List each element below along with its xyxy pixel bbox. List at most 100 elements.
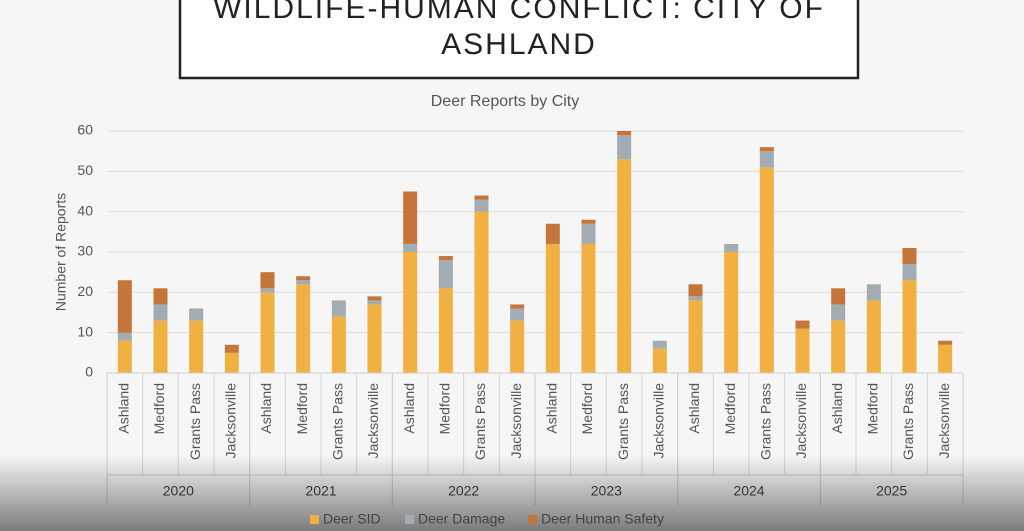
- bar-segment: [260, 288, 275, 293]
- bar-segment: [902, 247, 917, 265]
- bar-segment: [367, 296, 382, 301]
- legend-swatch: [405, 515, 414, 524]
- x-tick-label: Jacksonville: [936, 383, 952, 459]
- bar-segment: [795, 328, 810, 373]
- bar-segment: [403, 252, 418, 373]
- y-tick-label: 50: [77, 162, 93, 178]
- x-tick-label: Ashland: [686, 383, 702, 434]
- bar-segment: [438, 256, 453, 261]
- x-tick-label: Ashland: [544, 383, 560, 434]
- bar-segment: [474, 211, 489, 373]
- bar-segment: [117, 280, 132, 333]
- bar-segment: [510, 304, 525, 309]
- bar-segment: [581, 219, 596, 224]
- slide-title: WILDLIFE-HUMAN CONFLICT: CITY OF: [213, 0, 825, 25]
- bar-segment: [117, 332, 132, 341]
- bar-segment: [866, 300, 881, 373]
- x-tick-label: Jacksonville: [223, 383, 239, 459]
- x-tick-label: Ashland: [829, 383, 845, 434]
- bar-segment: [724, 243, 739, 252]
- x-tick-label: Medford: [151, 383, 167, 434]
- bar-segment: [902, 280, 917, 373]
- bar-segment: [224, 344, 239, 353]
- bar-segment: [688, 284, 703, 297]
- x-tick-label: Medford: [722, 383, 738, 434]
- x-tick-label: Ashland: [116, 383, 132, 434]
- bar-segment: [296, 276, 311, 281]
- x-tick-label: Grants Pass: [472, 383, 488, 460]
- x-tick-label: Jacksonville: [365, 383, 381, 459]
- y-tick-label: 10: [77, 323, 93, 339]
- bar-segment: [581, 243, 596, 373]
- bar-segment: [617, 135, 632, 160]
- x-tick-label: Grants Pass: [187, 383, 203, 460]
- legend-swatch: [528, 515, 537, 524]
- bar-segment: [474, 195, 489, 200]
- video-overlay: [0, 455, 1024, 531]
- x-tick-label: Medford: [865, 383, 881, 434]
- bar-segment: [938, 340, 953, 345]
- bar-segment: [296, 280, 311, 285]
- bar-segment: [652, 348, 667, 373]
- x-tick-label: Jacksonville: [508, 383, 524, 459]
- bar-segment: [296, 284, 311, 373]
- bar-segment: [438, 288, 453, 373]
- bar-segment: [617, 131, 632, 136]
- bar-segment: [795, 320, 810, 329]
- x-tick-label: Ashland: [401, 383, 417, 434]
- bar-segment: [403, 191, 418, 244]
- bar-segment: [438, 260, 453, 289]
- bar-segment: [260, 272, 275, 289]
- x-tick-label: Ashland: [258, 383, 274, 434]
- bar-segment: [224, 352, 239, 373]
- bar-segment: [403, 243, 418, 252]
- bar-segment: [189, 320, 204, 373]
- bar-segment: [759, 151, 774, 168]
- bar-segment: [831, 288, 846, 305]
- bar-segment: [153, 288, 168, 305]
- bar-segment: [617, 159, 632, 373]
- bar-segment: [510, 320, 525, 373]
- x-tick-label: Grants Pass: [615, 383, 631, 460]
- bar-segment: [117, 340, 132, 373]
- y-tick-label: 30: [77, 243, 93, 259]
- legend-label: Deer SID: [323, 511, 381, 527]
- bar-segment: [189, 308, 204, 321]
- y-axis-label: Number of Reports: [53, 193, 69, 311]
- x-tick-label: Grants Pass: [758, 383, 774, 460]
- bar-segment: [153, 320, 168, 373]
- bar-segment: [260, 292, 275, 373]
- chart-title: Deer Reports by City: [431, 93, 580, 110]
- x-tick-label: Medford: [294, 383, 310, 434]
- legend: Deer SID Deer Damage Deer Human Safety: [310, 511, 664, 527]
- y-tick-label: 0: [85, 364, 93, 380]
- bar-segment: [331, 300, 346, 317]
- bar-segment: [367, 304, 382, 373]
- bar-segment: [545, 223, 560, 244]
- bar-segment: [759, 167, 774, 373]
- x-tick-label: Jacksonville: [651, 383, 667, 459]
- bar-segment: [153, 304, 168, 321]
- bar-segment: [331, 316, 346, 373]
- bar-segment: [545, 243, 560, 373]
- slide-title: ASHLAND: [441, 28, 597, 61]
- y-tick-label: 60: [77, 122, 93, 138]
- bar-segment: [724, 252, 739, 373]
- bar-segment: [938, 344, 953, 373]
- title-box: [178, 0, 860, 80]
- legend-swatch: [310, 515, 319, 524]
- bar-segment: [510, 308, 525, 321]
- bar-segment: [902, 264, 917, 281]
- legend-label: Deer Human Safety: [541, 511, 664, 527]
- x-tick-label: Medford: [437, 383, 453, 434]
- legend-label: Deer Damage: [418, 511, 505, 527]
- x-tick-label: Grants Pass: [330, 383, 346, 460]
- bar-segment: [759, 147, 774, 152]
- bar-segment: [688, 296, 703, 301]
- bar-segment: [474, 199, 489, 212]
- bar-segment: [581, 223, 596, 244]
- bar-segment: [367, 300, 382, 305]
- y-tick-label: 40: [77, 202, 93, 218]
